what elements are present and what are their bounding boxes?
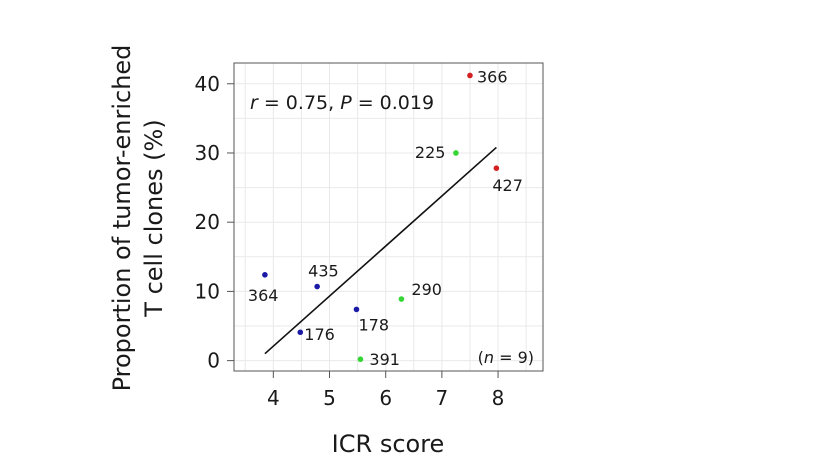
data-point-364 [262,271,268,278]
point-label-427: 427 [492,176,523,195]
point-label-366: 366 [477,67,508,86]
y-axis-title-line-1: Proportion of tumor-enriched [108,45,136,392]
data-point-176 [297,329,304,336]
y-tick-label: 30 [195,141,220,165]
x-tick-label: 4 [267,386,280,410]
point-label-225: 225 [415,143,446,162]
point-label-435: 435 [308,262,339,281]
axis-ticks: 4 5 6 7 8 0 10 20 30 40 [195,72,505,410]
data-point-225 [453,150,459,156]
point-label-391: 391 [369,350,400,369]
y-axis-title-line-2: T cell clones (%) [140,119,168,317]
correlation-annotation: r = 0.75, P = 0.019 [250,92,434,114]
data-point-290 [398,296,405,302]
data-point-391 [357,356,364,363]
point-label-176: 176 [304,325,335,344]
x-tick-label: 6 [379,386,392,410]
grid [234,63,543,371]
data-point-435 [314,283,320,290]
data-point-178 [353,306,360,313]
x-tick-label: 7 [436,386,449,410]
point-label-364: 364 [248,286,279,305]
sample-size-annotation: (n = 9) [478,348,534,367]
regression-line [264,146,497,355]
point-label-290: 290 [411,280,442,299]
y-tick-label: 0 [207,349,220,373]
x-tick-label: 5 [323,386,336,410]
y-tick-label: 40 [195,72,220,96]
point-label-178: 178 [358,315,389,334]
y-axis-title: Proportion of tumor-enriched T cell clon… [108,45,168,392]
y-tick-label: 10 [195,279,220,303]
y-tick-label: 20 [195,210,220,234]
data-point-366 [467,72,473,79]
plot-frame [233,62,544,372]
data-points: 364 435 176 178 391 290 225 366 427 [248,67,523,369]
x-tick-label: 8 [492,386,505,410]
data-point-427 [493,165,500,172]
x-axis-title: ICR score [332,430,445,455]
